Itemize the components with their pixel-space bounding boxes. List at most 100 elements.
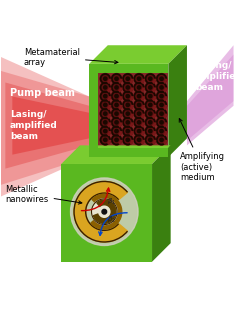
Circle shape	[138, 86, 141, 89]
Circle shape	[112, 82, 122, 93]
Circle shape	[112, 91, 122, 101]
Circle shape	[160, 129, 163, 133]
Circle shape	[145, 126, 156, 136]
Circle shape	[100, 126, 110, 136]
Circle shape	[145, 109, 156, 119]
Circle shape	[126, 112, 130, 115]
Circle shape	[100, 109, 110, 119]
Wedge shape	[93, 200, 116, 223]
Circle shape	[115, 103, 118, 106]
Circle shape	[156, 126, 167, 136]
Circle shape	[145, 135, 156, 145]
Circle shape	[100, 73, 110, 84]
Circle shape	[112, 109, 122, 119]
Circle shape	[100, 82, 110, 93]
Circle shape	[134, 100, 144, 110]
Circle shape	[149, 86, 152, 89]
Circle shape	[134, 82, 144, 93]
Circle shape	[160, 138, 163, 142]
Circle shape	[100, 135, 110, 145]
Circle shape	[156, 117, 167, 127]
Wedge shape	[74, 181, 128, 242]
Circle shape	[112, 73, 122, 84]
Circle shape	[115, 129, 118, 133]
Circle shape	[138, 138, 141, 142]
Circle shape	[156, 91, 167, 101]
Circle shape	[134, 91, 144, 101]
Text: Amplifying
(active)
medium: Amplifying (active) medium	[179, 119, 225, 182]
Circle shape	[104, 77, 107, 80]
Circle shape	[115, 86, 118, 89]
Text: Lasing/
amplified
beam: Lasing/ amplified beam	[10, 110, 58, 141]
Circle shape	[104, 129, 107, 133]
Circle shape	[115, 77, 118, 80]
Circle shape	[160, 121, 163, 124]
Circle shape	[138, 112, 141, 115]
Circle shape	[138, 95, 141, 98]
Circle shape	[112, 117, 122, 127]
Text: $\beta_2$: $\beta_2$	[107, 215, 116, 225]
Circle shape	[115, 95, 118, 98]
Polygon shape	[152, 145, 171, 262]
Circle shape	[123, 117, 133, 127]
Circle shape	[149, 129, 152, 133]
Circle shape	[134, 117, 144, 127]
Circle shape	[126, 121, 130, 124]
Circle shape	[160, 103, 163, 106]
Polygon shape	[61, 145, 171, 164]
Circle shape	[138, 103, 141, 106]
Circle shape	[145, 117, 156, 127]
Circle shape	[123, 126, 133, 136]
Circle shape	[149, 95, 152, 98]
Circle shape	[126, 129, 130, 133]
Circle shape	[138, 77, 141, 80]
Circle shape	[145, 73, 156, 84]
Polygon shape	[168, 45, 187, 157]
Circle shape	[92, 199, 117, 225]
Text: Metamaterial
array: Metamaterial array	[24, 47, 118, 67]
Polygon shape	[12, 96, 89, 155]
Circle shape	[123, 135, 133, 145]
Polygon shape	[89, 45, 187, 64]
Circle shape	[123, 82, 133, 93]
Wedge shape	[91, 194, 122, 229]
Circle shape	[104, 121, 107, 124]
Circle shape	[160, 95, 163, 98]
Circle shape	[134, 73, 144, 84]
Circle shape	[138, 121, 141, 124]
Circle shape	[126, 138, 130, 142]
Circle shape	[149, 77, 152, 80]
Polygon shape	[187, 45, 234, 145]
Circle shape	[149, 112, 152, 115]
Circle shape	[134, 126, 144, 136]
Polygon shape	[89, 148, 168, 157]
Circle shape	[123, 100, 133, 110]
Polygon shape	[5, 83, 89, 169]
Polygon shape	[61, 164, 152, 262]
Circle shape	[100, 117, 110, 127]
FancyArrowPatch shape	[82, 188, 110, 211]
Circle shape	[112, 100, 122, 110]
Circle shape	[126, 95, 130, 98]
Circle shape	[160, 112, 163, 115]
Polygon shape	[1, 71, 89, 185]
Circle shape	[160, 86, 163, 89]
Text: $\beta_1$: $\beta_1$	[107, 196, 116, 207]
Circle shape	[156, 73, 167, 84]
Circle shape	[149, 121, 152, 124]
Polygon shape	[89, 64, 168, 157]
Circle shape	[123, 109, 133, 119]
Polygon shape	[1, 57, 89, 197]
Text: Pump beam: Pump beam	[10, 88, 75, 98]
Circle shape	[115, 121, 118, 124]
Circle shape	[145, 91, 156, 101]
Circle shape	[126, 77, 130, 80]
Circle shape	[156, 82, 167, 93]
Polygon shape	[89, 64, 168, 73]
Circle shape	[123, 91, 133, 101]
Circle shape	[156, 135, 167, 145]
Circle shape	[70, 178, 138, 246]
Circle shape	[149, 138, 152, 142]
Circle shape	[112, 135, 122, 145]
Circle shape	[104, 138, 107, 142]
